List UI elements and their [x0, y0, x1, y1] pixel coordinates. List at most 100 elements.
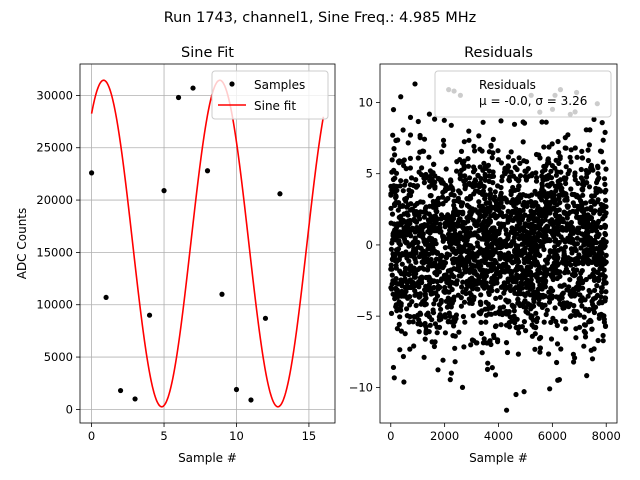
residual-point [495, 157, 501, 163]
residual-point [514, 257, 520, 264]
residual-point [481, 236, 487, 242]
residual-point [412, 235, 418, 241]
residual-point [533, 310, 539, 316]
residual-point [537, 345, 544, 351]
residual-point [543, 119, 549, 125]
residual-point [418, 172, 424, 178]
residual-point [444, 274, 450, 280]
residual-point [543, 311, 549, 318]
residual-point [600, 272, 606, 278]
residual-point [520, 139, 526, 145]
residual-point [440, 137, 447, 143]
residual-point [390, 132, 396, 138]
residual-point [523, 309, 529, 315]
residual-point [469, 206, 475, 213]
residual-point [521, 249, 527, 255]
residual-point [584, 247, 590, 253]
residual-point [388, 246, 394, 252]
sine-fit-panel: Sine Fit 0 5 10 15 0 5000 10000 15000 20000 25000… [15, 45, 336, 465]
residual-point [478, 292, 484, 298]
residual-point [602, 181, 608, 187]
residual-point [421, 136, 428, 142]
residual-point [421, 214, 427, 220]
residual-point [438, 299, 444, 305]
residual-point [396, 239, 402, 245]
residual-point [568, 313, 574, 319]
residual-point [391, 183, 397, 189]
residual-point [550, 276, 556, 283]
residual-point [575, 180, 581, 186]
residual-point [417, 135, 423, 141]
residual-point [518, 232, 525, 239]
residual-point [561, 305, 567, 311]
residual-point [487, 187, 493, 193]
residual-point [423, 286, 429, 292]
residual-point [528, 245, 534, 251]
sample-point [233, 386, 240, 393]
residual-point [548, 175, 555, 181]
residual-point [496, 204, 502, 210]
residual-point [472, 221, 478, 227]
residual-point [395, 137, 401, 143]
residual-point [479, 221, 485, 227]
residual-point [599, 289, 605, 295]
residual-point [457, 171, 463, 178]
sample-point [117, 387, 124, 394]
residual-point [492, 236, 498, 242]
residual-point [448, 267, 454, 273]
residual-point [518, 264, 524, 270]
residual-point [532, 262, 539, 268]
residual-point [600, 332, 606, 339]
residual-point [599, 285, 605, 291]
residual-point [396, 299, 402, 305]
residual-point [567, 154, 573, 160]
residual-point [465, 156, 471, 162]
residual-point [443, 255, 450, 261]
residual-point [482, 306, 488, 312]
residual-point [525, 279, 531, 286]
residual-point [554, 256, 560, 262]
residual-point [545, 160, 551, 166]
residual-point [587, 317, 593, 323]
residual-point [555, 261, 562, 267]
residual-point [582, 297, 588, 303]
residual-point [398, 307, 404, 313]
residual-point [573, 291, 580, 297]
residual-point [551, 260, 557, 266]
residual-point [568, 186, 574, 192]
sine-fit-ytick-label: 0 [66, 402, 73, 416]
residual-point [388, 205, 394, 211]
residual-point [464, 202, 470, 208]
residual-point [504, 266, 511, 272]
residual-point [588, 165, 594, 171]
residual-point [546, 254, 552, 260]
legend-sine-fit-label: Sine fit [254, 99, 296, 113]
residuals-legend: Residuals μ = -0.0, σ = 3.26 [434, 70, 612, 118]
residual-point [418, 245, 424, 251]
residual-point [526, 217, 532, 223]
residual-point [461, 264, 468, 270]
residual-point [421, 354, 427, 360]
residual-point [456, 259, 462, 265]
sample-point [262, 315, 269, 321]
residual-point [554, 224, 560, 230]
residual-point [482, 259, 488, 265]
residual-point [601, 280, 607, 286]
legend-residuals-label: Residuals [479, 78, 536, 92]
residual-point [458, 295, 464, 301]
residual-point [593, 240, 600, 246]
residual-point [410, 319, 416, 325]
residual-point [415, 118, 421, 125]
residual-point [395, 207, 401, 213]
residual-point [434, 198, 440, 204]
residual-point [590, 271, 596, 277]
residual-point [451, 274, 457, 280]
residual-point [515, 351, 522, 357]
residual-point [486, 291, 492, 297]
residual-point [488, 213, 494, 219]
residual-point [426, 111, 432, 117]
residual-point [482, 177, 488, 183]
residual-point [431, 161, 437, 167]
residual-point [581, 182, 587, 188]
residual-point [459, 284, 465, 290]
